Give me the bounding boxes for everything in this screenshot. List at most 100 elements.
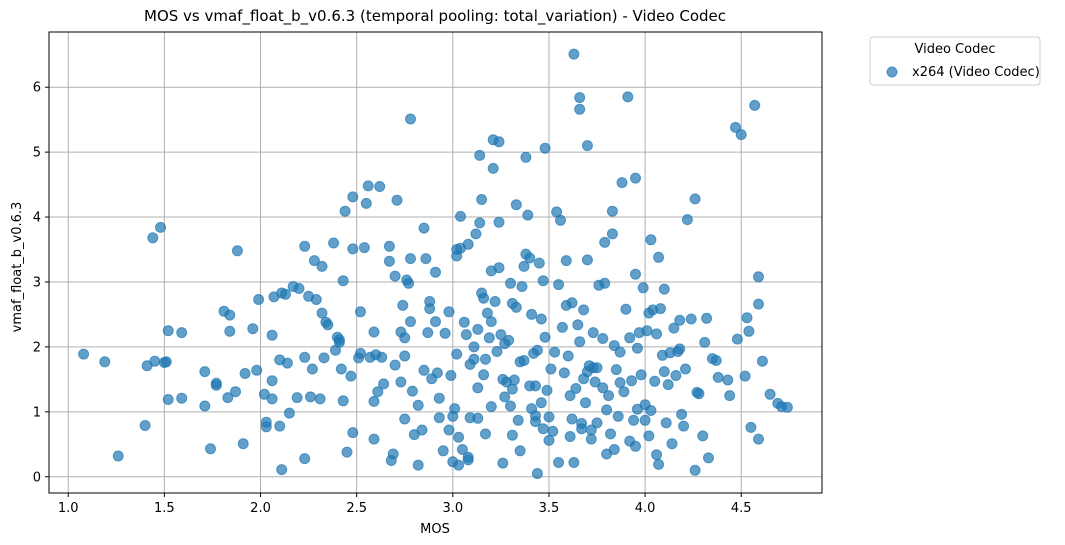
data-point (405, 113, 416, 125)
data-point (566, 413, 578, 425)
data-point (378, 378, 390, 390)
x-axis-title: MOS (420, 522, 450, 537)
data-point (637, 282, 649, 294)
data-point (368, 395, 380, 407)
data-point (266, 375, 278, 387)
x-tick-label: 4.5 (731, 501, 752, 516)
data-point (653, 458, 665, 470)
y-tick-label: 5 (33, 146, 41, 161)
data-point (693, 388, 705, 400)
data-point (599, 277, 611, 289)
data-point (230, 386, 241, 398)
data-point (585, 433, 597, 445)
data-point (697, 430, 709, 442)
data-point (585, 424, 597, 436)
data-point (743, 325, 755, 337)
data-point (412, 459, 424, 471)
data-point (539, 142, 551, 154)
data-point (397, 299, 409, 311)
data-point (493, 136, 505, 148)
data-point (478, 292, 490, 304)
data-point (749, 99, 761, 111)
data-point (712, 371, 724, 383)
data-point (495, 329, 507, 341)
data-point (681, 214, 693, 226)
y-tick-label: 3 (33, 275, 41, 290)
data-point (628, 414, 640, 426)
data-point (416, 424, 428, 436)
data-point (678, 420, 690, 432)
grid (49, 32, 822, 493)
data-point (403, 277, 415, 289)
data-point (753, 433, 764, 445)
data-point (520, 151, 532, 163)
data-point (474, 149, 486, 161)
data-point (293, 283, 305, 294)
data-point (574, 336, 586, 348)
data-point (639, 414, 651, 426)
data-point (456, 444, 468, 455)
data-point (299, 240, 311, 252)
legend: Video Codec x264 (Video Codec) (869, 36, 1041, 86)
data-point (516, 281, 528, 292)
data-point (155, 221, 166, 233)
data-point (503, 334, 515, 346)
data-point (753, 271, 764, 283)
data-point (620, 303, 632, 315)
data-point (299, 351, 311, 363)
data-point (608, 444, 620, 455)
data-point (406, 385, 418, 397)
data-point (424, 296, 436, 307)
data-point (570, 383, 582, 394)
data-point (514, 445, 526, 457)
data-point (526, 308, 538, 320)
data-point (318, 352, 330, 364)
data-point (266, 329, 278, 341)
data-point (472, 382, 484, 394)
data-point (468, 341, 480, 353)
data-point (630, 440, 641, 452)
data-point (333, 336, 345, 348)
data-point (508, 374, 520, 386)
data-point (666, 438, 678, 450)
data-point (710, 355, 722, 366)
data-point (355, 306, 366, 318)
data-point (485, 316, 497, 328)
data-point (764, 388, 776, 400)
data-point (399, 413, 411, 425)
data-point (739, 370, 751, 382)
data-point (568, 48, 580, 60)
data-point (530, 410, 541, 422)
data-point (251, 364, 263, 376)
data-point (487, 162, 499, 174)
data-point (589, 376, 601, 388)
y-tick-label: 2 (33, 340, 41, 355)
data-point (545, 363, 557, 375)
scatter-points (78, 48, 793, 479)
data-point (453, 459, 465, 471)
data-point (420, 253, 432, 265)
data-point (162, 394, 174, 405)
legend-label-x264: x264 (Video Codec) (912, 65, 1040, 80)
data-point (555, 214, 566, 226)
data-point (537, 423, 549, 435)
data-point (224, 325, 236, 337)
data-point (399, 350, 411, 362)
data-point (653, 251, 665, 263)
data-point (453, 431, 465, 443)
data-point (222, 392, 234, 404)
data-point (199, 400, 211, 412)
data-point (530, 380, 541, 392)
data-point (531, 344, 543, 356)
data-point (543, 411, 555, 423)
data-point (597, 333, 609, 344)
data-point (280, 288, 291, 300)
data-point (756, 355, 768, 367)
data-point (645, 405, 657, 416)
data-point (603, 390, 615, 402)
data-point (431, 367, 443, 379)
data-point (680, 363, 691, 375)
data-point (162, 325, 174, 337)
data-point (462, 238, 474, 250)
